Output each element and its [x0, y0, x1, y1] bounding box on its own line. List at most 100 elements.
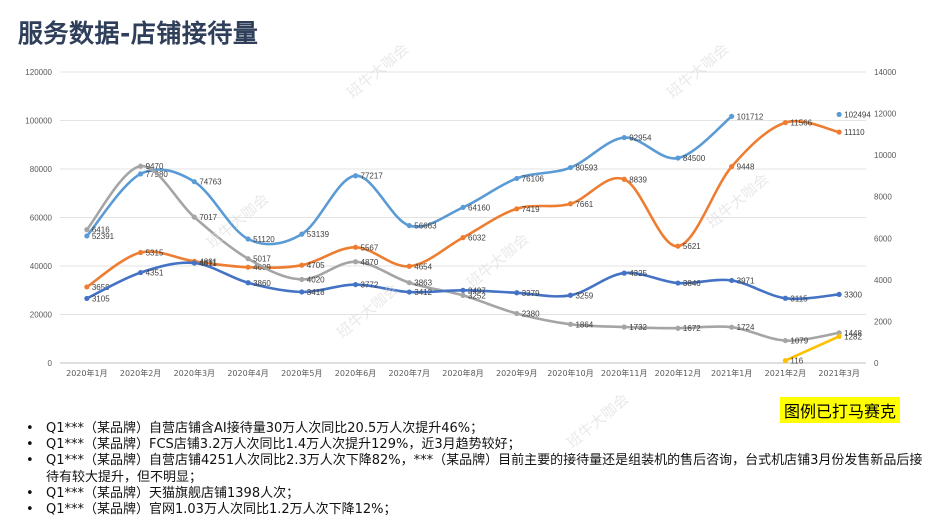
series-line-2	[85, 119, 841, 289]
data-point-4	[299, 289, 305, 295]
data-point-3	[406, 280, 412, 286]
x-tick-label: 2020年1月	[66, 368, 107, 378]
data-point-3	[729, 324, 735, 330]
y-left-tick-label: 0	[48, 359, 53, 368]
data-label: 7017	[199, 213, 217, 222]
data-point-1	[460, 204, 466, 211]
data-label: 3412	[414, 288, 432, 297]
data-label: 1448	[844, 329, 862, 338]
x-tick-label: 2020年2月	[120, 368, 161, 378]
data-label: 11110	[844, 128, 865, 137]
data-label: 53139	[307, 230, 330, 239]
bullet-item: • Q1***（某品牌）自营店铺4251人次同比2.3万人次下降82%，***（某…	[26, 453, 923, 485]
data-label: 1282	[844, 332, 862, 341]
data-label: 92954	[629, 134, 652, 143]
bullet-dot: •	[26, 485, 34, 501]
data-point-2	[299, 262, 305, 268]
data-point-4	[675, 280, 681, 286]
y-left-tick-label: 40000	[30, 262, 53, 271]
data-label: 3115	[790, 294, 808, 303]
data-label: 80593	[575, 164, 598, 173]
data-label: 5567	[361, 243, 379, 252]
line-chart: 0 20000 40000 60000 80000 100000 120000 0 2000 40…	[25, 68, 897, 378]
data-point-4	[406, 289, 412, 295]
data-label: 3659	[92, 283, 110, 292]
data-label: 74763	[199, 178, 222, 187]
data-point-3	[514, 310, 520, 317]
bullet-list: • Q1***（某品牌）自营店铺含AI接待量30万人次同比20.5万人次提升46%…	[22, 421, 927, 518]
y-right-tick-label: 14000	[874, 68, 897, 77]
data-point-2	[782, 119, 789, 126]
data-label: 4811	[199, 259, 217, 268]
y-left-tick-label: 60000	[30, 214, 53, 223]
data-label: 4654	[414, 262, 432, 271]
x-tick-label: 2020年11月	[601, 368, 648, 378]
y-left-tick-label: 80000	[30, 165, 53, 174]
y-left-tick-label: 20000	[30, 311, 53, 320]
data-label: 7661	[575, 200, 593, 209]
data-label: 6416	[92, 226, 110, 235]
data-label: 11566	[790, 119, 812, 128]
data-label: 116	[790, 357, 803, 366]
data-label: 3418	[307, 288, 325, 297]
y-right-tick-label: 10000	[874, 151, 897, 160]
data-label: 84500	[683, 154, 706, 163]
data-label: 6032	[468, 234, 486, 243]
y-right-tick-label: 0	[874, 359, 879, 368]
data-point-5	[782, 357, 789, 364]
y-left-tick-label: 120000	[25, 68, 52, 77]
data-label: 5621	[683, 242, 701, 251]
data-point-4	[729, 277, 735, 284]
data-point-1	[836, 111, 842, 118]
data-point-3	[621, 324, 627, 330]
data-point-2	[245, 264, 251, 270]
data-label: 4351	[146, 269, 164, 278]
data-point-4	[84, 295, 90, 302]
data-point-1	[675, 155, 681, 161]
x-tick-label: 2020年8月	[442, 368, 483, 378]
data-label: 5017	[253, 255, 271, 264]
data-label: 8839	[629, 175, 647, 184]
x-tick-label: 2020年5月	[281, 368, 322, 378]
legend-note: 图例已打马赛克	[780, 397, 901, 423]
data-label: 1079	[790, 337, 808, 346]
data-label: 4325	[629, 269, 647, 278]
bullet-dot: •	[26, 502, 34, 518]
data-point-3	[567, 321, 574, 327]
data-point-3	[460, 292, 466, 299]
bullet-dot: •	[26, 453, 34, 469]
y-right-tick-label: 4000	[874, 276, 892, 285]
data-point-5	[836, 333, 842, 339]
data-point-3	[84, 227, 90, 233]
data-point-2	[729, 164, 735, 170]
data-label: 4705	[307, 261, 325, 270]
data-point-3	[782, 337, 789, 344]
data-point-1	[352, 173, 359, 179]
data-point-3	[299, 276, 305, 283]
data-point-4	[245, 280, 251, 286]
data-point-1	[299, 231, 305, 237]
y-left-tick-label: 100000	[25, 117, 52, 126]
data-label: 3379	[522, 289, 540, 298]
y-right-tick-label: 2000	[874, 317, 892, 326]
data-label: 77217	[361, 172, 384, 181]
data-label: 1864	[575, 320, 593, 329]
data-label: 52391	[92, 232, 115, 241]
data-label: 9470	[146, 162, 164, 171]
data-label: 3860	[253, 279, 271, 288]
data-point-4	[621, 270, 627, 276]
y-right-tick-label: 6000	[874, 234, 892, 243]
x-tick-label: 2021年2月	[765, 368, 806, 378]
data-label: 4891	[199, 257, 217, 266]
data-point-1	[729, 113, 735, 119]
data-point-4	[191, 260, 197, 266]
data-label: 3971	[737, 276, 755, 285]
bullet-dot: •	[26, 437, 34, 453]
data-label: 3252	[468, 291, 486, 300]
bullet-item: • Q1***（某品牌）官网1.03万人次同比1.2万人次下降12%；	[26, 502, 397, 518]
data-point-3	[138, 163, 144, 169]
data-label: 3300	[844, 290, 862, 299]
data-point-2	[460, 235, 466, 241]
data-point-1	[245, 236, 251, 242]
x-tick-label: 2021年3月	[818, 368, 859, 378]
